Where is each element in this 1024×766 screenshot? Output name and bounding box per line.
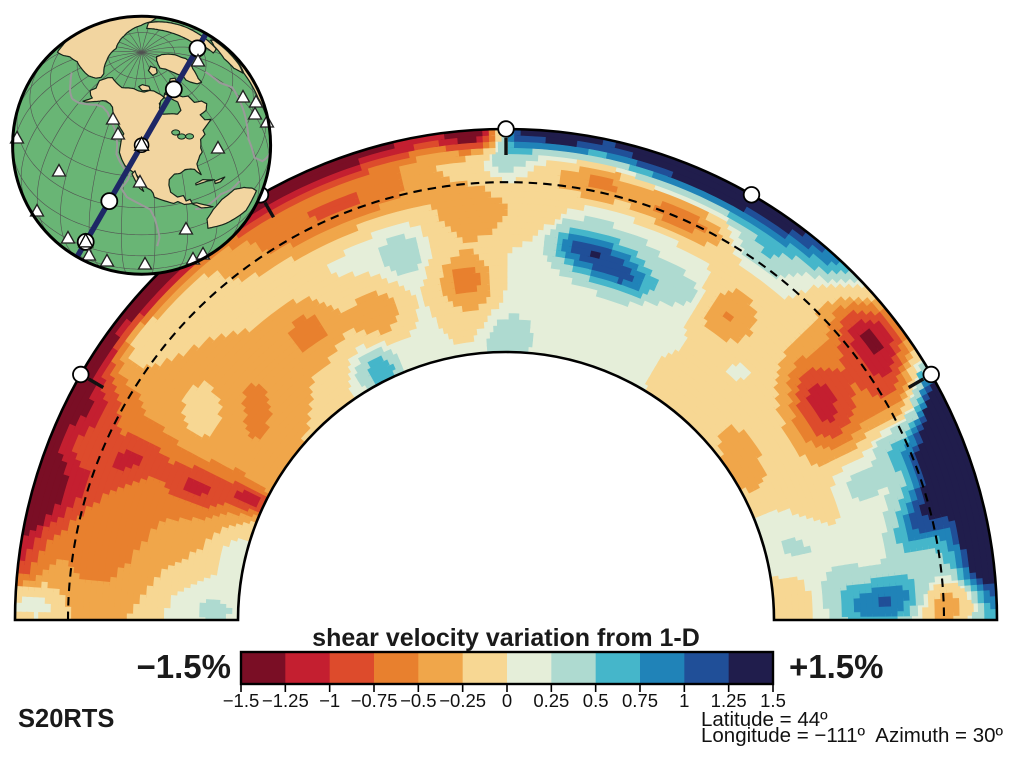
- svg-text:1.25: 1.25: [711, 690, 747, 711]
- svg-text:0.5: 0.5: [583, 690, 609, 711]
- svg-text:−0.5: −0.5: [400, 690, 437, 711]
- svg-text:S20RTS: S20RTS: [18, 705, 114, 733]
- svg-text:0.75: 0.75: [622, 690, 658, 711]
- svg-text:−0.25: −0.25: [439, 690, 486, 711]
- svg-text:Latitude = 44º: Latitude = 44º: [701, 708, 828, 731]
- svg-text:−0.75: −0.75: [351, 690, 398, 711]
- svg-text:0.25: 0.25: [533, 690, 569, 711]
- svg-text:shear velocity variation from: shear velocity variation from 1-D: [312, 624, 700, 652]
- svg-text:0: 0: [502, 690, 512, 711]
- svg-text:+1.5%: +1.5%: [789, 648, 884, 685]
- svg-text:−1.5%: −1.5%: [137, 648, 232, 685]
- svg-text:Longitude = −111º Azimuth = 3: Longitude = −111º Azimuth = 30º: [701, 724, 1004, 747]
- svg-text:−1.5: −1.5: [223, 690, 260, 711]
- svg-text:1.5: 1.5: [760, 690, 786, 711]
- svg-text:−1.25: −1.25: [262, 690, 309, 711]
- svg-text:1: 1: [679, 690, 689, 711]
- svg-text:−1: −1: [319, 690, 340, 711]
